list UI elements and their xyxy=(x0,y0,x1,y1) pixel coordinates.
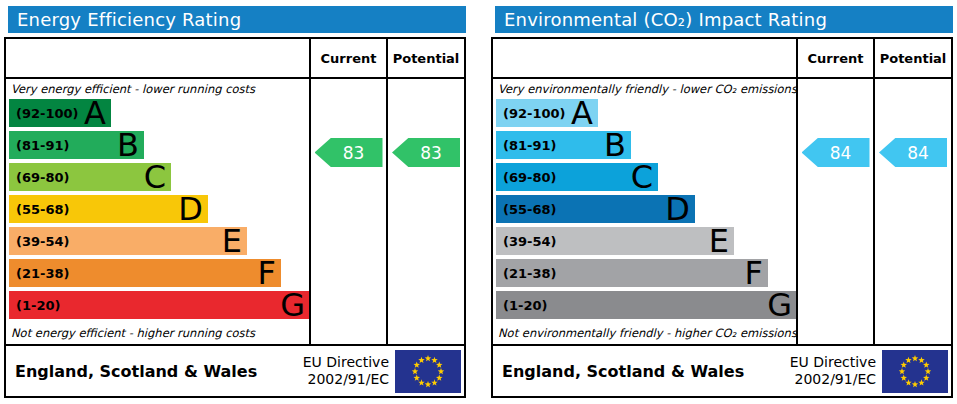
eu-directive-line1: EU Directive xyxy=(303,354,389,372)
band-d: (55-68) D xyxy=(9,195,208,223)
band-range: (55-68) xyxy=(9,202,69,217)
band-letter: F xyxy=(258,259,281,287)
potential-column-header: Potential xyxy=(386,39,464,77)
band-c: (69-80) C xyxy=(9,163,171,191)
band-letter: B xyxy=(117,131,144,159)
band-f: (21-38) F xyxy=(9,259,281,287)
potential-value-column: 84 xyxy=(873,79,951,344)
current-column-header: Current xyxy=(796,39,873,77)
rating-table: Current Potential Very energy efficient … xyxy=(4,37,466,398)
band-range: (69-80) xyxy=(496,170,556,185)
panel-title-bar: Environmental (CO₂) Impact Rating xyxy=(495,6,953,33)
energy-efficiency-panel: Energy Efficiency Rating Current Potenti… xyxy=(4,6,466,398)
table-header-row: Current Potential xyxy=(6,39,464,79)
header-spacer xyxy=(493,39,796,77)
eu-directive-label: EU Directive 2002/91/EC xyxy=(790,354,876,389)
eu-directive-line1: EU Directive xyxy=(790,354,876,372)
rating-table: Current Potential Very environmentally f… xyxy=(491,37,953,398)
band-d: (55-68) D xyxy=(496,195,695,223)
band-range: (1-20) xyxy=(9,298,60,313)
band-g: (1-20) G xyxy=(496,291,796,319)
band-letter: E xyxy=(222,227,247,255)
potential-rating-arrow: 84 xyxy=(879,138,947,167)
eu-directive-line2: 2002/91/EC xyxy=(790,371,876,389)
band-range: (21-38) xyxy=(9,266,69,281)
panel-title: Environmental (CO₂) Impact Rating xyxy=(504,9,827,30)
table-body-row: Very environmentally friendly - lower CO… xyxy=(493,79,951,344)
band-range: (81-91) xyxy=(496,138,556,153)
eu-flag-icon xyxy=(395,350,461,393)
band-c: (69-80) C xyxy=(496,163,658,191)
band-range: (39-54) xyxy=(9,234,69,249)
table-header-row: Current Potential xyxy=(493,39,951,79)
band-letter: D xyxy=(665,195,695,223)
current-column-header: Current xyxy=(309,39,386,77)
eu-flag-icon xyxy=(882,350,948,393)
eu-directive-line2: 2002/91/EC xyxy=(303,371,389,389)
panel-title-bar: Energy Efficiency Rating xyxy=(8,6,466,33)
band-f: (21-38) F xyxy=(496,259,768,287)
environmental-impact-panel: Environmental (CO₂) Impact Rating Curren… xyxy=(491,6,953,398)
band-b: (81-91) B xyxy=(496,131,631,159)
band-e: (39-54) E xyxy=(496,227,734,255)
band-range: (39-54) xyxy=(496,234,556,249)
band-range: (1-20) xyxy=(496,298,547,313)
band-range: (55-68) xyxy=(496,202,556,217)
potential-rating-arrow: 83 xyxy=(392,138,460,167)
region-label: England, Scotland & Wales xyxy=(6,362,303,381)
band-letter: E xyxy=(709,227,734,255)
band-range: (81-91) xyxy=(9,138,69,153)
band-letter: A xyxy=(571,99,598,127)
band-chart-area: Very energy efficient - lower running co… xyxy=(6,79,309,344)
current-value-column: 83 xyxy=(309,79,386,344)
band-range: (69-80) xyxy=(9,170,69,185)
band-chart-area: Very environmentally friendly - lower CO… xyxy=(493,79,796,344)
current-rating-arrow: 84 xyxy=(802,138,870,167)
band-b: (81-91) B xyxy=(9,131,144,159)
eu-directive-label: EU Directive 2002/91/EC xyxy=(303,354,389,389)
rating-bands: (92-100) A (81-91) B (69-80) C (55-68) D (39-54)… xyxy=(496,99,796,319)
potential-value-column: 83 xyxy=(386,79,464,344)
header-spacer xyxy=(6,39,309,77)
band-g: (1-20) G xyxy=(9,291,309,319)
band-range: (92-100) xyxy=(9,106,79,121)
table-footer-row: England, Scotland & Wales EU Directive 2… xyxy=(493,344,951,396)
band-e: (39-54) E xyxy=(9,227,247,255)
band-letter: G xyxy=(280,291,309,319)
table-footer-row: England, Scotland & Wales EU Directive 2… xyxy=(6,344,464,396)
band-a: (92-100) A xyxy=(496,99,598,127)
potential-column-header: Potential xyxy=(873,39,951,77)
band-a: (92-100) A xyxy=(9,99,111,127)
band-range: (92-100) xyxy=(496,106,566,121)
bottom-note: Not energy efficient - higher running co… xyxy=(11,326,255,340)
table-body-row: Very energy efficient - lower running co… xyxy=(6,79,464,344)
rating-bands: (92-100) A (81-91) B (69-80) C (55-68) D (39-54)… xyxy=(9,99,309,319)
band-letter: B xyxy=(604,131,631,159)
band-range: (21-38) xyxy=(496,266,556,281)
current-value-column: 84 xyxy=(796,79,873,344)
band-letter: C xyxy=(144,163,171,191)
bottom-note: Not environmentally friendly - higher CO… xyxy=(498,326,796,340)
panel-title: Energy Efficiency Rating xyxy=(17,9,241,30)
band-letter: F xyxy=(745,259,768,287)
band-letter: C xyxy=(631,163,658,191)
region-label: England, Scotland & Wales xyxy=(493,362,790,381)
top-note: Very energy efficient - lower running co… xyxy=(11,82,309,96)
band-letter: A xyxy=(84,99,111,127)
current-rating-arrow: 83 xyxy=(315,138,383,167)
top-note: Very environmentally friendly - lower CO… xyxy=(498,82,796,96)
band-letter: D xyxy=(178,195,208,223)
band-letter: G xyxy=(767,291,796,319)
